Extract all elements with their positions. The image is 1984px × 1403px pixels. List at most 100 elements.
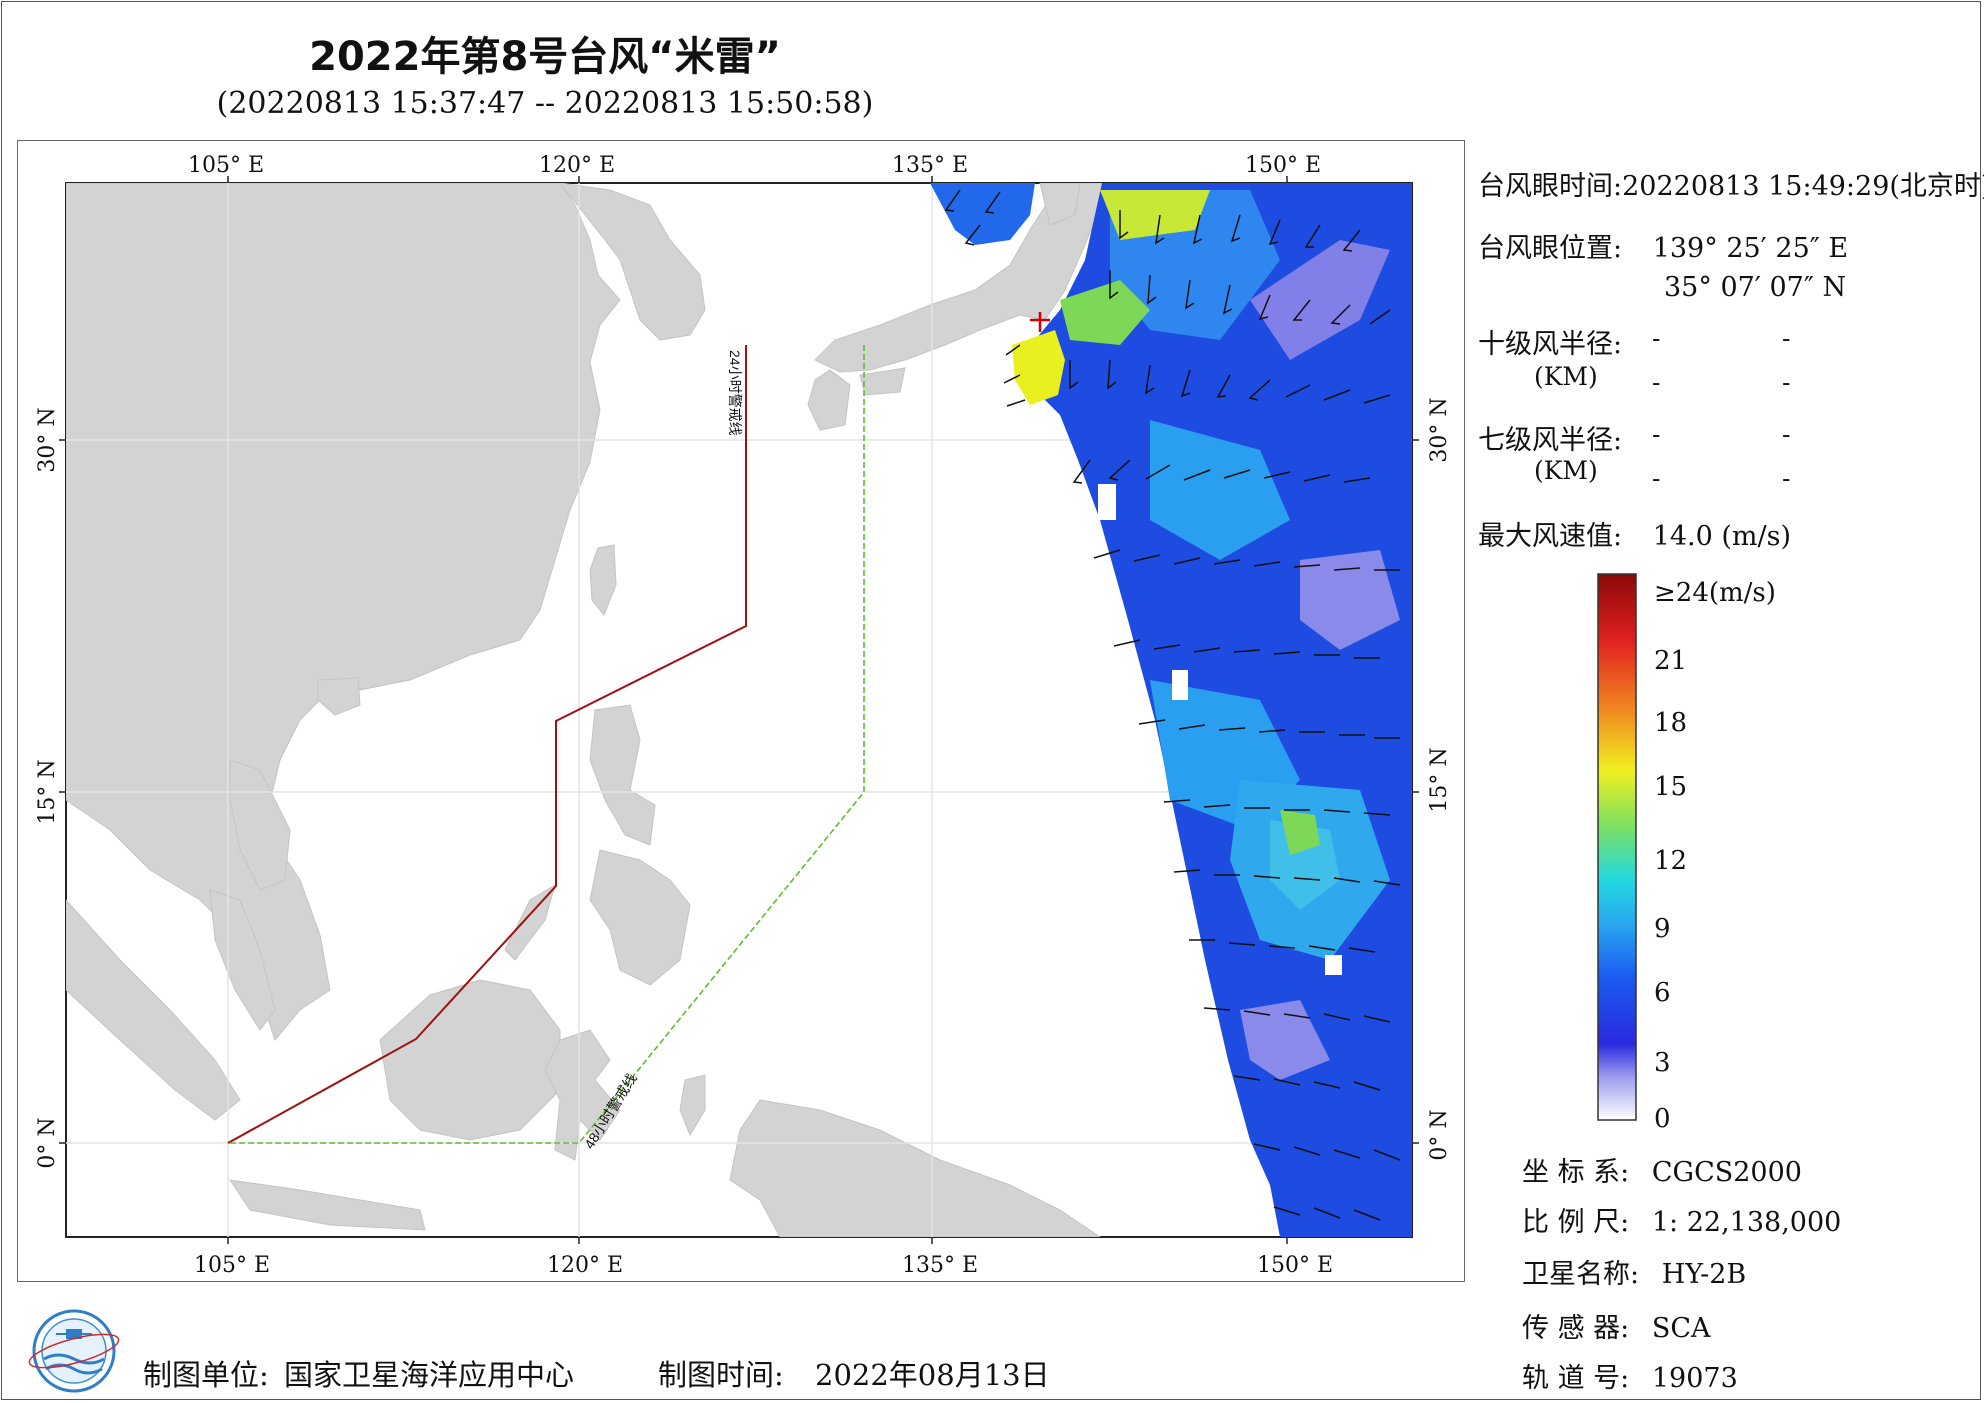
barb bbox=[1268, 219, 1281, 246]
barb bbox=[1373, 1149, 1401, 1161]
barb bbox=[1183, 469, 1211, 481]
colorbar-tick-3: 3 bbox=[1654, 1048, 1671, 1078]
scale-value: 1: 22,138,000 bbox=[1651, 1207, 1842, 1238]
max-wind-row: 最大风速值: 14.0 (m/s) bbox=[1478, 514, 1791, 553]
r10-label: 十级风半径: bbox=[1478, 329, 1623, 360]
barb bbox=[1173, 869, 1201, 873]
land-layer bbox=[66, 183, 1111, 1237]
barb bbox=[1163, 799, 1191, 803]
barb bbox=[1218, 727, 1246, 731]
barb bbox=[1330, 304, 1351, 325]
barb bbox=[1233, 1075, 1261, 1081]
barb bbox=[1363, 394, 1391, 404]
r7-km-label: (KM) bbox=[1534, 456, 1598, 485]
barb bbox=[1323, 389, 1351, 401]
barb bbox=[1109, 270, 1119, 300]
satellite-row: 卫星名称: HY-2B bbox=[1522, 1252, 1746, 1291]
barb bbox=[1113, 639, 1141, 647]
r7-dash-4: - bbox=[1782, 464, 1791, 493]
lat-labels-left: 30° N 15° N 0° N bbox=[35, 407, 60, 1168]
barb bbox=[964, 224, 981, 246]
typhoon-eye-marker[interactable] bbox=[1030, 312, 1050, 332]
barb bbox=[1283, 1013, 1311, 1019]
barb bbox=[1133, 554, 1161, 562]
lat-label-0-right: 0° N bbox=[1427, 1109, 1452, 1160]
r7-dash-3: - bbox=[1652, 464, 1661, 493]
r10-dash-3: - bbox=[1652, 368, 1661, 397]
barb bbox=[1119, 210, 1129, 240]
sensor-label: 传 感 器: bbox=[1522, 1313, 1630, 1344]
barb bbox=[1248, 379, 1271, 401]
barb bbox=[1363, 1015, 1391, 1023]
map-title: 2022年第8号台风“米雷” bbox=[309, 34, 781, 80]
eye-time-label: 台风眼时间: bbox=[1478, 171, 1623, 202]
barb bbox=[1353, 1209, 1381, 1221]
lat-label-15-right: 15° N bbox=[1427, 747, 1452, 812]
barb bbox=[1203, 804, 1231, 808]
r10-dash-2: - bbox=[1782, 324, 1791, 353]
japan-shikoku bbox=[859, 367, 906, 396]
malay-peninsula bbox=[209, 889, 276, 1031]
axis-ticks bbox=[59, 176, 1419, 1244]
barb bbox=[944, 189, 961, 212]
footer-time-value: 2022年08月13日 bbox=[815, 1358, 1050, 1392]
map-frame bbox=[17, 140, 1465, 1282]
barb bbox=[1342, 229, 1361, 252]
barb bbox=[1304, 224, 1321, 248]
swath-low-3 bbox=[1240, 1000, 1330, 1080]
barb bbox=[984, 191, 1001, 214]
lon-label-135-bottom: 135° E bbox=[902, 1253, 978, 1278]
r10-dash-4: - bbox=[1782, 368, 1791, 397]
eye-lat-value: 35° 07′ 07″ N bbox=[1664, 272, 1847, 303]
r7-label: 七级风半径: bbox=[1478, 425, 1623, 456]
barb bbox=[1213, 559, 1241, 565]
barb bbox=[1185, 279, 1195, 310]
barb bbox=[1192, 214, 1203, 245]
r10-km-label: (KM) bbox=[1534, 362, 1598, 391]
lat-label-30-left: 30° N bbox=[35, 407, 60, 472]
japan-hokkaido bbox=[1039, 183, 1081, 226]
warning-line-48h bbox=[228, 345, 865, 1144]
footer-time-label: 制图时间: bbox=[658, 1358, 784, 1392]
korea bbox=[559, 183, 706, 341]
barb bbox=[1268, 945, 1296, 949]
barb bbox=[1323, 809, 1351, 813]
lon-label-135-top: 135° E bbox=[892, 153, 968, 178]
crs-row: 坐 标 系: CGCS2000 bbox=[1522, 1150, 1802, 1189]
barb bbox=[1293, 1146, 1321, 1156]
lon-label-105-top: 105° E bbox=[188, 153, 264, 178]
barb bbox=[1203, 1007, 1231, 1011]
barb bbox=[1253, 875, 1281, 879]
eye-lon-value: 139° 25′ 25″ E bbox=[1652, 233, 1849, 264]
colorbar-tick-12: 12 bbox=[1654, 846, 1688, 876]
sensor-row: 传 感 器: SCA bbox=[1522, 1306, 1711, 1345]
lon-labels-top: 105° E 120° E 135° E 150° E bbox=[188, 153, 1321, 178]
barb bbox=[1273, 651, 1301, 655]
japan-honshu bbox=[814, 183, 1111, 373]
barb bbox=[1293, 564, 1321, 568]
barb bbox=[1147, 274, 1157, 305]
barb bbox=[1369, 309, 1391, 325]
lat-label-30-right: 30° N bbox=[1427, 397, 1452, 462]
barb bbox=[1308, 945, 1336, 951]
barb bbox=[1178, 724, 1206, 730]
barb bbox=[1253, 561, 1281, 567]
barb bbox=[1223, 469, 1251, 479]
warning-line-24h bbox=[227, 345, 747, 1144]
scale-row: 比 例 尺: 1: 22,138,000 bbox=[1522, 1200, 1841, 1239]
hainan bbox=[317, 677, 361, 716]
lon-label-150-top: 150° E bbox=[1245, 153, 1321, 178]
lat-label-0-left: 0° N bbox=[35, 1117, 60, 1168]
barb bbox=[1193, 647, 1221, 653]
barb bbox=[1069, 360, 1079, 390]
barb bbox=[1303, 474, 1331, 482]
barb bbox=[1003, 374, 1021, 384]
luzon bbox=[589, 704, 656, 846]
crs-label: 坐 标 系: bbox=[1522, 1157, 1630, 1188]
barb bbox=[1258, 729, 1286, 733]
barb bbox=[1005, 344, 1021, 356]
swath-north bbox=[930, 183, 1035, 245]
taiwan bbox=[589, 544, 617, 616]
